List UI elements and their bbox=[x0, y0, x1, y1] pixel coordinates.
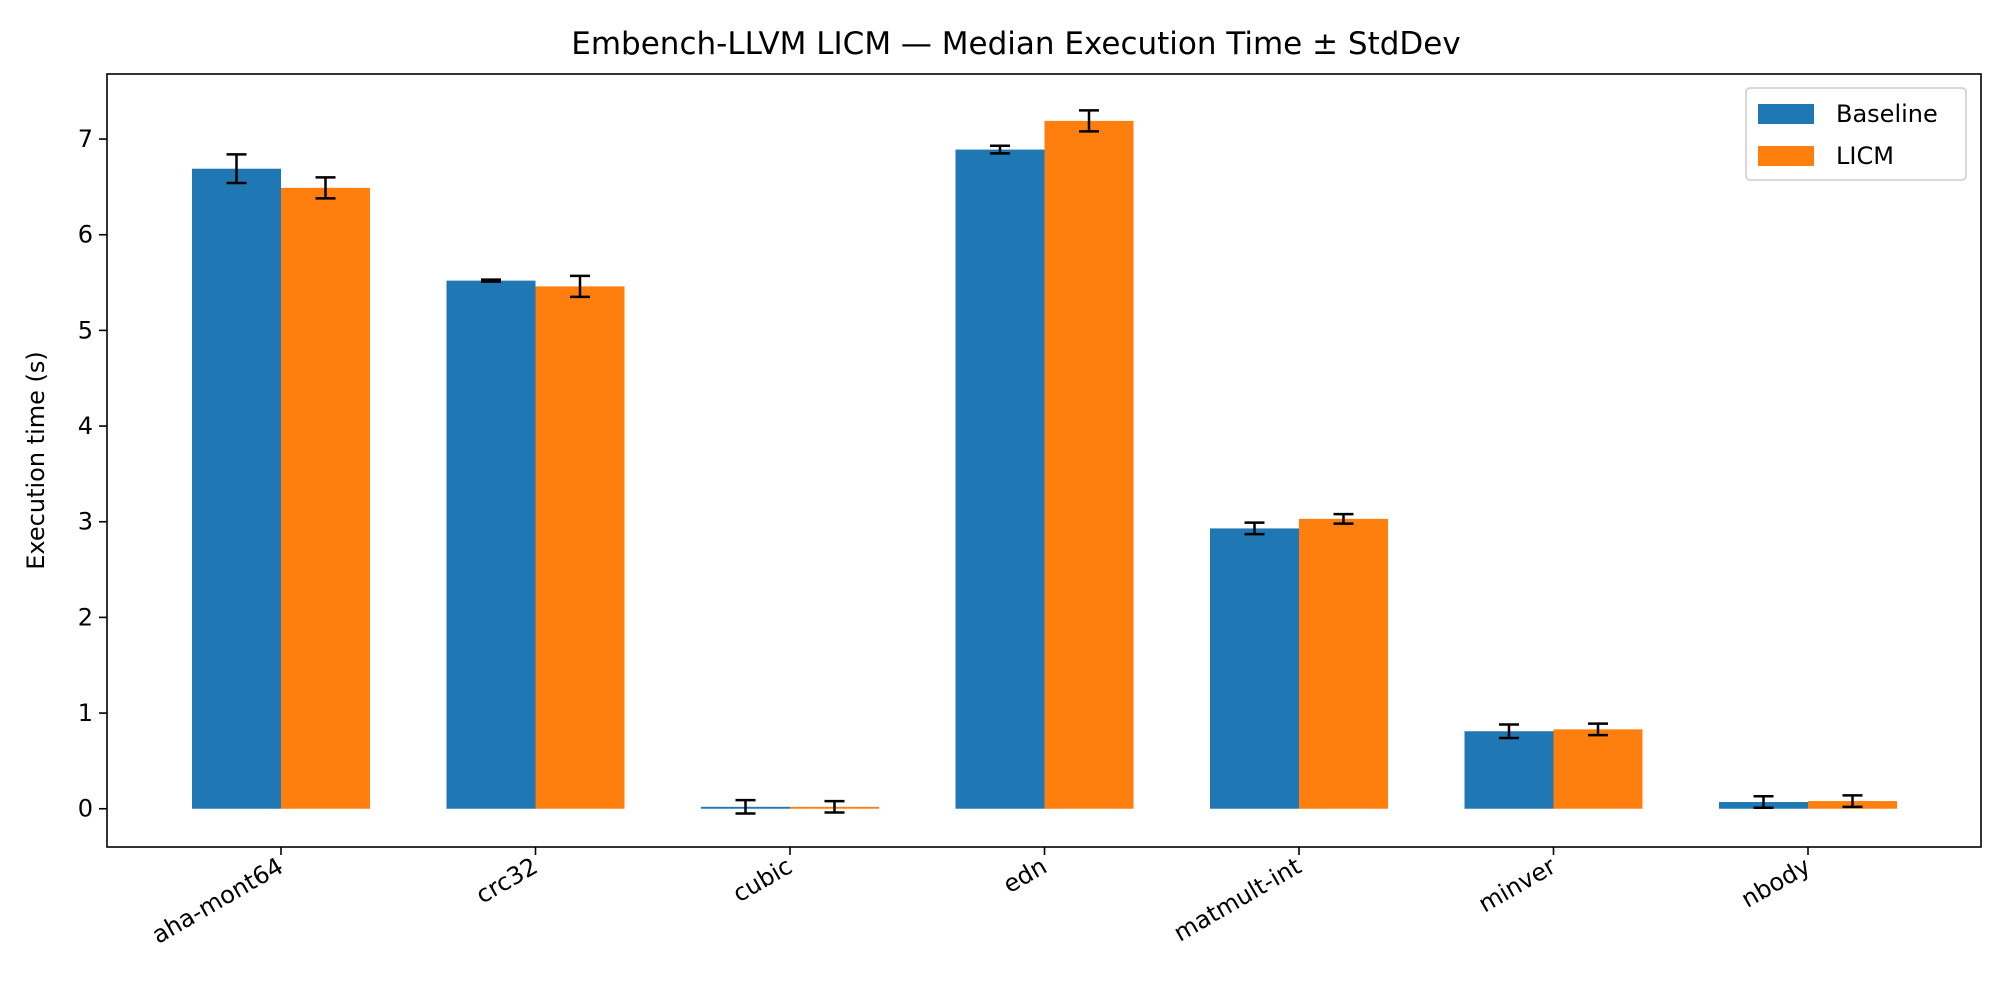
error-bars-layer bbox=[226, 109, 1863, 815]
error-bar-licm-cubic bbox=[824, 799, 845, 814]
x-axis: aha-mont64 crc32 cubic edn matmult-int minver… bbox=[147, 847, 1815, 949]
y-axis: 0 1 2 3 4 5 6 7 bbox=[78, 125, 107, 823]
legend-swatch-licm bbox=[1758, 146, 1814, 166]
x-tick-label-minver: minver bbox=[1474, 852, 1561, 918]
legend-label-licm: LICM bbox=[1836, 142, 1894, 170]
y-tick-label: 0 bbox=[78, 795, 93, 823]
error-bar-baseline-minver bbox=[1499, 723, 1519, 740]
y-tick-label: 2 bbox=[78, 603, 93, 631]
x-tick-label-nbody: nbody bbox=[1736, 852, 1815, 914]
bar-licm-edn bbox=[1044, 120, 1134, 809]
x-tick-label-crc32: crc32 bbox=[471, 852, 542, 909]
y-tick-label: 3 bbox=[78, 508, 93, 536]
error-bar-baseline-aha-mont64 bbox=[226, 153, 247, 185]
y-axis-label: Execution time (s) bbox=[22, 351, 50, 569]
bar-baseline-crc32 bbox=[446, 280, 536, 809]
bar-baseline-matmult-int bbox=[1210, 528, 1299, 809]
error-bar-baseline-matmult-int bbox=[1244, 521, 1265, 536]
error-bar-licm-minver bbox=[1588, 722, 1608, 737]
x-tick-label-edn: edn bbox=[998, 852, 1051, 899]
y-tick-label: 5 bbox=[78, 316, 93, 344]
chart-title: Embench-LLVM LICM — Median Execution Tim… bbox=[571, 26, 1460, 62]
error-bar-baseline-crc32 bbox=[481, 278, 501, 283]
x-tick-label-matmult-int: matmult-int bbox=[1169, 852, 1306, 947]
error-bar-baseline-edn bbox=[990, 144, 1010, 155]
error-bar-licm-edn bbox=[1079, 109, 1099, 133]
bar-licm-minver bbox=[1553, 729, 1643, 809]
error-bar-licm-aha-mont64 bbox=[315, 176, 336, 200]
bar-licm-matmult-int bbox=[1299, 518, 1388, 809]
bar-baseline-aha-mont64 bbox=[192, 168, 281, 809]
error-bar-licm-crc32 bbox=[570, 274, 590, 299]
bar-licm-crc32 bbox=[535, 286, 625, 809]
x-tick-label-cubic: cubic bbox=[728, 852, 797, 908]
legend: Baseline LICM bbox=[1745, 87, 1967, 181]
error-bar-baseline-nbody bbox=[1753, 795, 1774, 810]
legend-swatch-baseline bbox=[1758, 104, 1814, 124]
error-bar-licm-matmult-int bbox=[1333, 512, 1354, 525]
x-tick-label-aha-mont64: aha-mont64 bbox=[147, 852, 288, 950]
y-tick-label: 1 bbox=[78, 699, 93, 727]
bar-baseline-minver bbox=[1464, 731, 1554, 809]
bar-licm-aha-mont64 bbox=[281, 187, 370, 809]
y-tick-label: 4 bbox=[78, 412, 93, 440]
bars-layer bbox=[192, 120, 1897, 809]
legend-label-baseline: Baseline bbox=[1836, 100, 1938, 128]
bar-baseline-edn bbox=[955, 149, 1045, 809]
error-bar-baseline-cubic bbox=[735, 798, 756, 815]
y-tick-label: 7 bbox=[78, 125, 93, 153]
error-bar-licm-nbody bbox=[1842, 794, 1863, 809]
y-tick-label: 6 bbox=[78, 221, 93, 249]
